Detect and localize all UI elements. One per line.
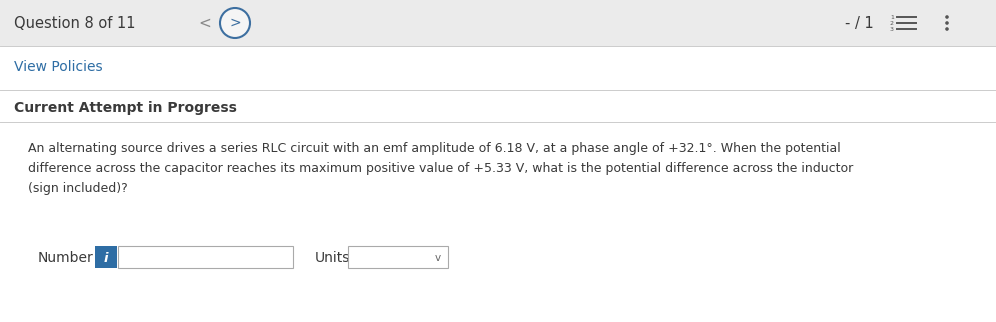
Text: Units: Units — [315, 251, 351, 265]
Text: View Policies: View Policies — [14, 60, 103, 74]
Text: 1: 1 — [890, 14, 894, 20]
Text: An alternating source drives a series RLC circuit with an emf amplitude of 6.18 : An alternating source drives a series RL… — [28, 141, 841, 155]
Text: 3: 3 — [890, 26, 894, 32]
Text: i: i — [104, 251, 109, 264]
Text: <: < — [198, 15, 211, 31]
Text: (sign included)?: (sign included)? — [28, 182, 127, 194]
Text: Question 8 of 11: Question 8 of 11 — [14, 15, 135, 31]
FancyBboxPatch shape — [0, 46, 996, 322]
Text: difference across the capacitor reaches its maximum positive value of +5.33 V, w: difference across the capacitor reaches … — [28, 162, 854, 175]
FancyBboxPatch shape — [348, 246, 448, 268]
Circle shape — [220, 8, 250, 38]
Text: v: v — [435, 253, 441, 263]
FancyBboxPatch shape — [0, 0, 996, 46]
Text: 2: 2 — [890, 21, 894, 25]
Text: Current Attempt in Progress: Current Attempt in Progress — [14, 101, 237, 115]
Text: - / 1: - / 1 — [845, 15, 873, 31]
Circle shape — [945, 15, 949, 19]
Circle shape — [945, 27, 949, 31]
Circle shape — [945, 21, 949, 25]
FancyBboxPatch shape — [95, 246, 117, 268]
Text: >: > — [229, 16, 241, 30]
FancyBboxPatch shape — [118, 246, 293, 268]
Text: Number: Number — [38, 251, 94, 265]
